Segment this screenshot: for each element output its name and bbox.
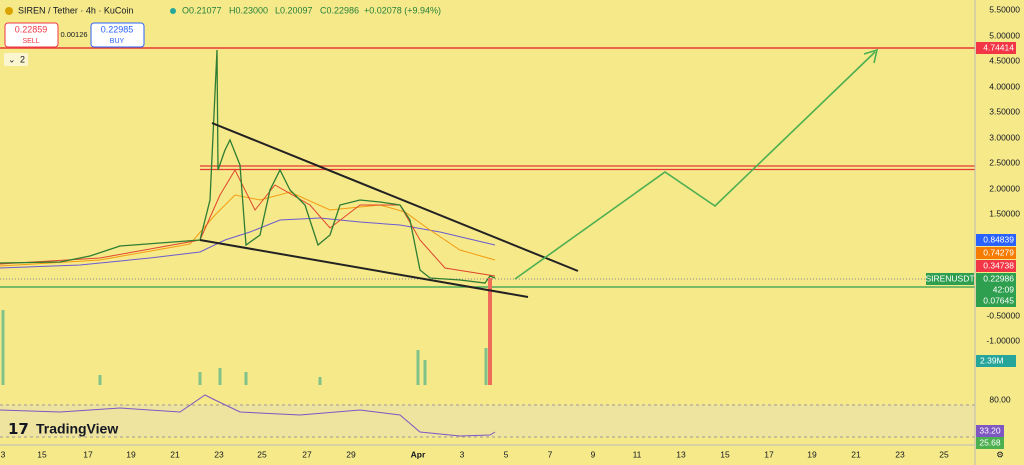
date-tick-label: 13 [676,449,686,459]
ma-line [0,168,496,277]
price-badge-label: 0.07645 [983,295,1014,305]
price-badge [976,295,1016,307]
rsi-badge [976,437,1004,449]
ohlc: +0.02078 (+9.94%) [364,5,441,15]
date-tick-label: 3 [460,449,465,459]
price-badge [976,284,1016,296]
symbol-badge [926,273,974,285]
buy-price[interactable]: 0.22985 [101,24,134,34]
price-badge [976,247,1016,259]
projection-arrow [514,51,876,280]
price-badge-label: 0.84839 [983,234,1014,244]
date-tick-label: 3 [1,449,6,459]
date-tick-label: 21 [170,449,180,459]
price-tick-label: 3.00000 [989,132,1020,142]
date-tick-label: 15 [720,449,730,459]
logo-mark: 𝟭𝟳 [8,421,29,438]
ohlc: O0.21077 [182,5,222,15]
price-tick-label: 5.50000 [989,4,1020,14]
date-tick-label: 17 [83,449,93,459]
rsi-badge-label: 33.20 [979,425,1001,435]
price-badge-label: 0.74279 [983,247,1014,257]
date-tick-label: 27 [302,449,312,459]
symbol-badge-label: SIRENUSDT [925,273,974,283]
volume-bars [1,310,488,385]
trend-line [199,239,529,298]
logo: TradingView [36,421,118,437]
price-tick-label: -0.50000 [986,310,1020,320]
sell-price[interactable]: 0.22859 [15,24,48,34]
sell-button[interactable] [4,22,59,48]
arrow-head [863,48,879,64]
date-tick-label: 7 [548,449,553,459]
date-tick-label: Apr [411,449,426,459]
price-badge-label: 42:09 [993,284,1015,294]
price-tick-label: -1.00000 [986,335,1020,345]
price-tick-label: 5.00000 [989,30,1020,40]
ohlc: L0.20097 [275,5,313,15]
price-badge-label: 0.34738 [983,260,1014,270]
date-tick-label: 15 [37,449,47,459]
spread: 0.00126 [60,30,87,39]
price-tick-label: 1.50000 [989,208,1020,218]
date-tick-label: 9 [591,449,596,459]
buy-button[interactable] [90,22,145,48]
price-badge [976,260,1016,272]
sell-label[interactable]: SELL [22,38,39,45]
symbol: SIREN / Tether · 4h · KuCoin [18,5,133,15]
indicators-toggle[interactable] [4,53,28,66]
date-tick-label: 19 [807,449,817,459]
price-tick-label: 4.50000 [989,55,1020,65]
price-tick-label: 2.00000 [989,183,1020,193]
price-badge [976,234,1016,246]
rsi-badge-label: 25.68 [979,437,1001,447]
chevron[interactable]: ⌄ [8,54,16,64]
indicators-count[interactable]: 2 [20,54,25,64]
price-tick-label: 4.00000 [989,81,1020,91]
price-axis [975,0,1024,465]
ohlc: C0.22986 [320,5,359,15]
trend-line [211,122,579,272]
ohlc: H0.23000 [229,5,268,15]
date-tick-label: 25 [257,449,267,459]
volume-badge [976,355,1016,367]
rsi-line [0,394,496,437]
price-tick-label: 3.50000 [989,106,1020,116]
price-badge-label: 4.74414 [983,42,1014,52]
status-dot [170,8,176,14]
date-tick-label: 17 [764,449,774,459]
ma-line [0,191,496,267]
volume-badge-label: 2.39M [980,355,1004,365]
date-tick-label: 23 [895,449,905,459]
price-badge-label: 0.22986 [983,273,1014,283]
rsi-tick-label: 80.00 [989,394,1011,404]
buy-label[interactable]: BUY [110,38,125,45]
price-badge [976,273,1016,285]
date-tick-label: 23 [214,449,224,459]
date-tick-label: 11 [633,449,642,459]
date-tick-label: 19 [126,449,136,459]
date-tick-label: 29 [346,449,356,459]
price-badge [976,42,1016,54]
symbol-icon [5,7,13,15]
settings-icon: ⚙ [996,449,1004,459]
price-tick-label: 2.50000 [989,157,1020,167]
date-tick-label: 21 [851,449,861,459]
date-tick-label: 25 [939,449,949,459]
date-tick-label: 5 [504,449,509,459]
rsi-badge [976,425,1004,437]
ma-line [0,217,496,269]
